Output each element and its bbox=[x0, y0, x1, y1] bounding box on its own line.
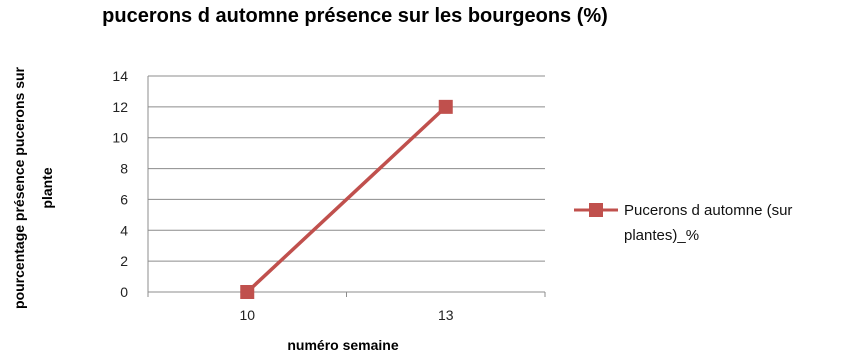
legend-label-line-1: Pucerons d automne (sur bbox=[624, 202, 792, 219]
x-tick-label-13: 13 bbox=[438, 307, 454, 323]
y-tick-label-0: 0 bbox=[120, 284, 128, 300]
data-point-13 bbox=[438, 99, 453, 114]
y-tick-label-12: 12 bbox=[112, 99, 128, 115]
x-axis-tick-labels: 10 13 bbox=[239, 307, 453, 323]
series-layer bbox=[240, 99, 453, 299]
y-tick-label-10: 10 bbox=[112, 130, 128, 146]
y-axis-title: pourcentage présence pucerons sur plante bbox=[11, 66, 55, 309]
x-tick-label-10: 10 bbox=[239, 307, 255, 323]
y-tick-label-6: 6 bbox=[120, 191, 128, 207]
legend-marker-swatch bbox=[589, 203, 603, 217]
y-tick-label-14: 14 bbox=[112, 68, 128, 84]
y-tick-label-4: 4 bbox=[120, 222, 128, 238]
chart-title: pucerons d automne présence sur les bour… bbox=[102, 5, 608, 27]
plot-area bbox=[147, 76, 546, 297]
data-point-10 bbox=[240, 285, 255, 299]
legend-label-line-2: plantes)_% bbox=[624, 227, 699, 244]
y-tick-label-2: 2 bbox=[120, 253, 128, 269]
y-axis-title-line-2: plante bbox=[39, 167, 55, 208]
legend: Pucerons d automne (sur plantes)_% bbox=[574, 202, 792, 244]
y-axis-title-line-1: pourcentage présence pucerons sur bbox=[11, 66, 27, 309]
y-axis-tick-labels: 0 2 4 6 8 10 12 14 bbox=[112, 68, 128, 300]
series-line-0 bbox=[246, 105, 447, 294]
gridlines bbox=[148, 75, 545, 293]
x-axis-title: numéro semaine bbox=[287, 337, 398, 353]
y-tick-label-8: 8 bbox=[120, 161, 128, 177]
